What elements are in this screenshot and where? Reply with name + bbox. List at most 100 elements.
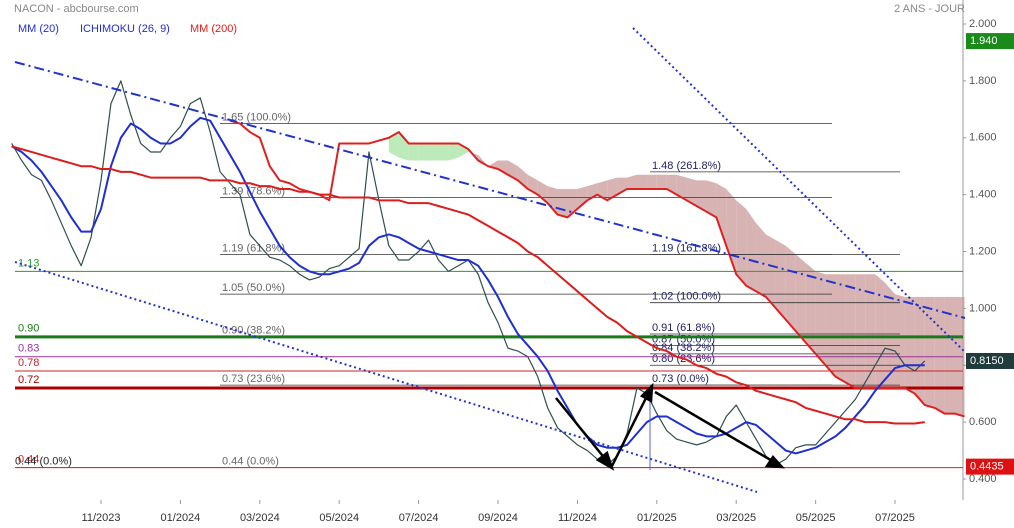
- cloud: [706, 180, 717, 218]
- y-tick-label: 0.600: [969, 416, 997, 428]
- fib-label: 0.44 (0.0%): [222, 456, 279, 468]
- y-tick-label: 1.000: [969, 302, 997, 314]
- y-tick-label: 1.800: [969, 75, 997, 87]
- cloud: [428, 143, 439, 161]
- fib-label: 0.73 (0.0%): [652, 373, 709, 385]
- level-label: 1.13: [18, 257, 39, 269]
- fib-label: 0.44 (0.0%): [15, 456, 72, 468]
- chart-subtitle: 2 ANS - JOUR: [894, 3, 965, 15]
- x-tick-label: 11/2023: [82, 512, 121, 524]
- cloud: [458, 143, 469, 158]
- cloud: [517, 166, 528, 189]
- cloud: [547, 186, 558, 215]
- x-tick-label: 09/2024: [478, 512, 518, 524]
- trend-line: [14, 61, 966, 319]
- cloud: [686, 177, 697, 206]
- x-tick-label: 03/2024: [240, 512, 280, 524]
- x-tick-label: 05/2025: [796, 512, 836, 524]
- x-tick-label: 07/2024: [399, 512, 439, 524]
- cloud: [627, 174, 637, 189]
- trend-line: [632, 27, 966, 353]
- cloud: [696, 180, 707, 212]
- y-tick-label: 1.600: [969, 132, 997, 144]
- arrow-head: [764, 454, 785, 469]
- cloud: [736, 200, 747, 286]
- cloud: [498, 160, 508, 175]
- ma-line: [11, 116, 925, 455]
- arrow-head: [639, 382, 654, 404]
- cloud: [636, 174, 647, 189]
- cloud: [398, 132, 409, 161]
- fib-label: 1.19 (61.8%): [222, 242, 285, 254]
- level-label: 0.44: [18, 454, 39, 466]
- fib-label: 0.84 (38.2%): [652, 342, 715, 354]
- y-tick-label: 2.000: [969, 18, 997, 30]
- cloud: [448, 143, 459, 161]
- chart-title: NACON - abcbourse.com: [14, 3, 139, 15]
- fib-label: 1.05 (50.0%): [222, 282, 285, 294]
- fib-label: 1.65 (100.0%): [222, 111, 291, 123]
- legend-entry: MM (20): [18, 23, 59, 35]
- cloud: [835, 274, 846, 383]
- price-badge-label: 1.940: [970, 35, 998, 47]
- cloud: [408, 143, 419, 161]
- level-label: 0.90: [18, 323, 39, 335]
- x-tick-label: 11/2024: [558, 512, 597, 524]
- level-label: 0.72: [18, 374, 39, 386]
- cloud: [607, 177, 618, 201]
- price-badge: [966, 352, 1014, 369]
- fib-label: 0.73 (23.6%): [222, 373, 285, 385]
- fib-label: 1.39 (78.6%): [222, 185, 285, 197]
- x-tick-label: 07/2025: [875, 512, 915, 524]
- cloud: [478, 154, 489, 167]
- plot: 1.65 (100.0%) 1.39 (78.6%) 1.19 (61.8%) 1.0…: [11, 18, 1014, 524]
- price-badge: [966, 33, 1014, 50]
- y-tick-label: 1.400: [969, 189, 997, 201]
- ma-line: [11, 145, 925, 425]
- price-badge-label: 0.4435: [970, 461, 1004, 473]
- x-tick-label: 01/2024: [161, 512, 201, 524]
- fib-label: 0.90 (38.2%): [222, 325, 285, 337]
- cloud: [805, 262, 816, 354]
- cloud: [924, 297, 935, 408]
- legend-entry: MM (200): [190, 23, 237, 35]
- cloud: [934, 297, 945, 414]
- legend-entry: ICHIMOKU (26, 9): [80, 23, 170, 35]
- level-label: 0.83: [18, 343, 39, 355]
- cloud: [785, 245, 796, 332]
- arrow: [610, 393, 650, 467]
- cloud: [716, 183, 727, 246]
- price-badge: [966, 458, 1014, 475]
- cloud: [895, 294, 905, 388]
- y-tick-label: 0.400: [969, 473, 997, 485]
- fib-label: 0.91 (61.8%): [652, 322, 715, 334]
- fib-label: 1.02 (100.0%): [652, 291, 721, 303]
- x-tick-label: 05/2024: [319, 512, 359, 524]
- cloud: [914, 297, 925, 406]
- cloud: [756, 223, 766, 297]
- arrow: [555, 397, 607, 461]
- y-tick-label: 1.200: [969, 245, 997, 257]
- cloud: [775, 240, 786, 320]
- cloud: [904, 297, 915, 394]
- cloud: [746, 208, 757, 292]
- fib-label: 1.48 (261.8%): [652, 160, 721, 172]
- price-badge-label: 0.8150: [970, 355, 1004, 367]
- fib-label: 1.19 (161.8%): [652, 242, 721, 254]
- cloud: [656, 174, 667, 189]
- cloud: [815, 271, 826, 366]
- cloud: [388, 132, 399, 158]
- arrows: [555, 382, 785, 471]
- ichimoku-line: [229, 119, 965, 418]
- arrow-head: [595, 450, 615, 471]
- cloud: [646, 174, 657, 189]
- x-tick-label: 03/2025: [716, 512, 756, 524]
- cloud: [676, 174, 687, 201]
- cloud: [438, 143, 449, 161]
- level-label: 0.78: [18, 357, 39, 369]
- cloud: [557, 188, 568, 218]
- cloud: [825, 274, 836, 377]
- cloud: [418, 143, 429, 161]
